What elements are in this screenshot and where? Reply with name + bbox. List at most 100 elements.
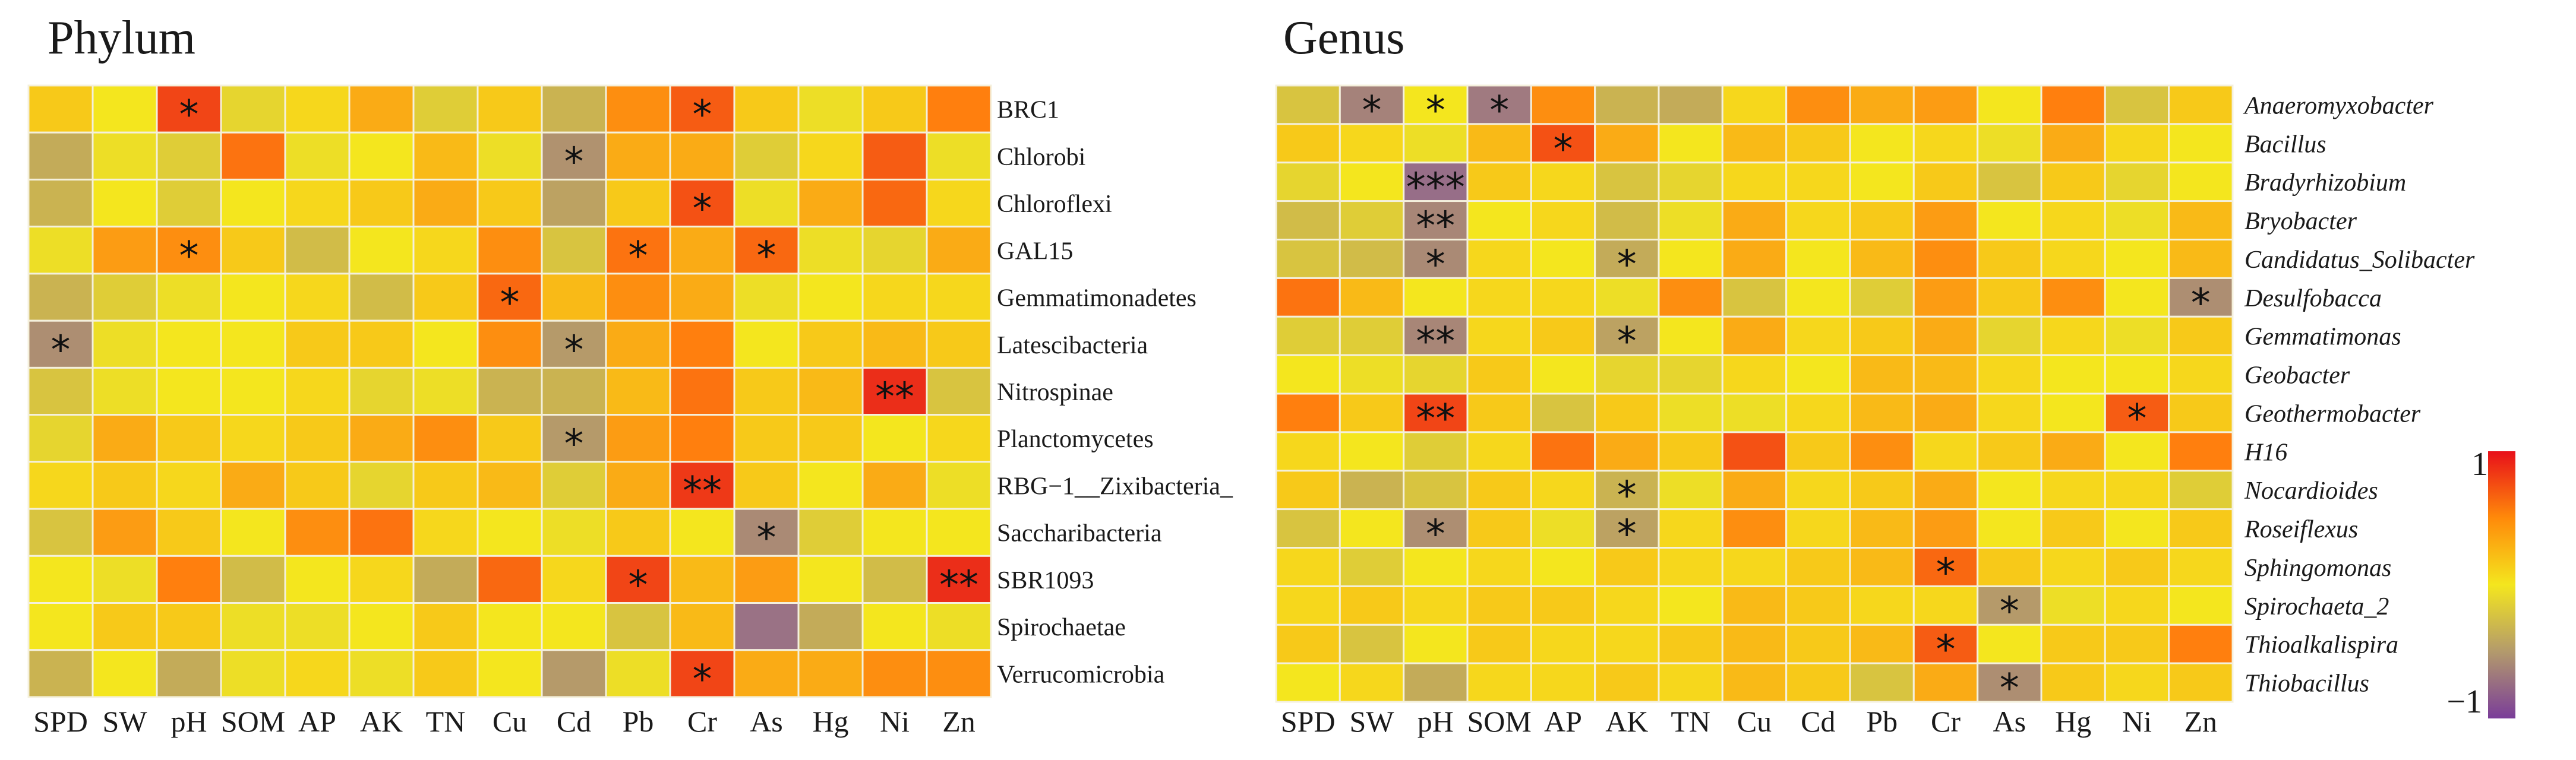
genus-column-label: AK <box>1605 705 1648 738</box>
phylum-heatmap-cell <box>156 461 222 510</box>
genus-heatmap-cell <box>1594 470 1660 511</box>
phylum-heatmap-cell <box>284 319 351 369</box>
genus-significance-star: * <box>2191 280 2211 326</box>
phylum-heatmap-cell <box>669 319 735 369</box>
genus-heatmap-cell <box>1594 585 1660 626</box>
phylum-heatmap-cell <box>733 602 800 651</box>
phylum-heatmap-cell <box>284 555 351 604</box>
genus-heatmap-cell <box>1275 508 1341 549</box>
phylum-heatmap-cell <box>156 366 222 416</box>
phylum-heatmap-cell <box>27 508 94 557</box>
genus-heatmap-cell <box>1721 84 1788 125</box>
genus-heatmap-cell <box>1849 123 1915 164</box>
genus-heatmap-cell <box>2040 84 2106 125</box>
genus-heatmap-cell <box>1466 508 1532 549</box>
phylum-heatmap-cell <box>412 414 479 463</box>
phylum-heatmap-cell <box>220 602 286 651</box>
phylum-significance-star: * <box>51 327 71 373</box>
genus-significance-star: *** <box>1406 164 1465 210</box>
phylum-heatmap-cell <box>412 602 479 651</box>
phylum-heatmap-cell <box>156 649 222 698</box>
genus-heatmap-cell <box>1658 123 1723 164</box>
genus-heatmap-cell <box>1275 662 1341 703</box>
genus-heatmap-cell <box>1530 431 1596 472</box>
phylum-heatmap-cell <box>733 273 800 322</box>
phylum-heatmap-cell <box>476 461 543 510</box>
genus-heatmap-cell <box>1977 508 2043 549</box>
genus-significance-star: * <box>1426 511 1445 557</box>
phylum-heatmap-cell <box>733 555 800 604</box>
genus-heatmap-cell <box>1466 84 1532 125</box>
phylum-heatmap-cell <box>541 555 607 604</box>
genus-heatmap-cell <box>1721 200 1788 241</box>
genus-column-label: SOM <box>1467 705 1532 738</box>
genus-heatmap-cell <box>1977 392 2043 433</box>
phylum-heatmap-cell <box>348 414 415 463</box>
colorbar-legend: 1 −1 <box>2446 446 2515 720</box>
genus-significance-star: * <box>2000 588 2019 634</box>
phylum-heatmap-cell <box>476 508 543 557</box>
genus-heatmap-cell <box>1785 662 1851 703</box>
genus-heatmap-cell <box>1658 585 1723 626</box>
phylum-row-label: Spirochaetae <box>997 614 1126 641</box>
genus-heatmap-cell <box>2104 84 2170 125</box>
genus-heatmap-cell <box>1403 623 1469 664</box>
phylum-heatmap-cell <box>220 366 286 416</box>
phylum-heatmap-cell <box>669 131 735 180</box>
genus-heatmap-cell <box>1912 200 1979 241</box>
genus-heatmap-cell <box>2040 547 2106 587</box>
phylum-heatmap-cell <box>27 461 94 510</box>
genus-heatmap-cell <box>1785 431 1851 472</box>
genus-heatmap-cell <box>1912 585 1979 626</box>
phylum-significance-star: * <box>564 139 584 185</box>
phylum-heatmap-cell <box>156 84 222 134</box>
genus-row-label: Thiobacillus <box>2244 670 2369 698</box>
phylum-heatmap-cell <box>926 461 992 510</box>
phylum-heatmap-cell <box>541 508 607 557</box>
phylum-row-label: RBG−1__Zixibacteria_ <box>997 473 1233 501</box>
phylum-heatmap-cell <box>926 84 992 134</box>
genus-heatmap-cell <box>1977 84 2043 125</box>
phylum-heatmap-cell <box>797 179 864 228</box>
phylum-heatmap-cell <box>541 366 607 416</box>
phylum-heatmap-cell <box>284 602 351 651</box>
genus-heatmap-cell <box>1275 200 1341 241</box>
genus-row-label: Desulfobacca <box>2244 285 2382 312</box>
genus-significance-star: ** <box>1416 319 1455 365</box>
genus-heatmap-cell <box>1275 547 1341 587</box>
genus-heatmap-cell <box>2168 200 2234 241</box>
genus-heatmap-cell <box>1466 662 1532 703</box>
phylum-heatmap-cell <box>861 602 928 651</box>
phylum-heatmap-cell <box>926 131 992 180</box>
genus-heatmap-cell <box>1403 662 1469 703</box>
phylum-heatmap-cell <box>797 555 864 604</box>
phylum-heatmap-cell <box>669 273 735 322</box>
phylum-heatmap-cell <box>669 84 735 134</box>
genus-heatmap-panel: Genus * * ******** **** *** *** *****Anaeromyx… <box>1275 12 2475 738</box>
genus-heatmap-cell <box>1594 662 1660 703</box>
genus-significance-star: * <box>1426 242 1445 287</box>
phylum-column-label: Cr <box>687 705 717 738</box>
phylum-heatmap-cell <box>476 226 543 275</box>
genus-heatmap-cell <box>1912 508 1979 549</box>
phylum-heatmap-cell <box>797 131 864 180</box>
genus-heatmap-cell <box>1785 277 1851 318</box>
genus-heatmap-cell <box>1466 585 1532 626</box>
genus-heatmap-cell <box>1594 392 1660 433</box>
genus-heatmap-cell <box>1785 200 1851 241</box>
genus-heatmap-cell <box>1594 431 1660 472</box>
genus-heatmap-cell <box>1785 162 1851 202</box>
genus-heatmap-cell <box>1658 392 1723 433</box>
phylum-heatmap-cell <box>156 508 222 557</box>
genus-heatmap-cell <box>2168 84 2234 125</box>
phylum-heatmap-cell <box>476 131 543 180</box>
genus-heatmap-cell <box>1912 162 1979 202</box>
genus-significance-star: * <box>1554 126 1573 172</box>
genus-heatmap-cell <box>1849 623 1915 664</box>
genus-heatmap-cell <box>1338 392 1405 433</box>
phylum-heatmap-cell <box>27 555 94 604</box>
phylum-column-label: Hg <box>812 705 848 738</box>
genus-heatmap-cell <box>1849 84 1915 125</box>
genus-heatmap-cell <box>1721 354 1788 395</box>
phylum-row-label: Verrucomicrobia <box>997 661 1165 688</box>
